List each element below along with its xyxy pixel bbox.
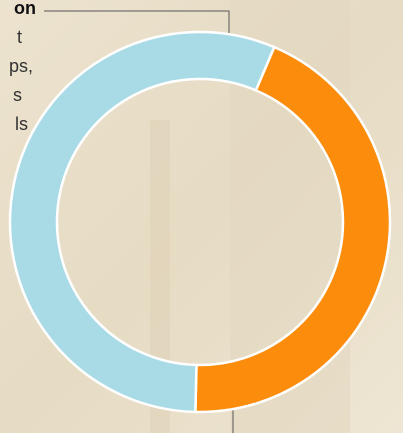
background-pillar (150, 120, 170, 433)
annotation-text: ps, (9, 56, 33, 76)
donut-segment (194, 45, 392, 414)
donut (8, 30, 392, 414)
annotation: on t ps, s ls (9, 0, 36, 134)
annotation-text: on (14, 0, 36, 18)
annotation-text: s (13, 85, 22, 105)
leader-line (44, 10, 230, 38)
annotation-text: ls (15, 114, 28, 134)
annotation-text: t (17, 27, 22, 47)
donut-segment (8, 30, 276, 414)
